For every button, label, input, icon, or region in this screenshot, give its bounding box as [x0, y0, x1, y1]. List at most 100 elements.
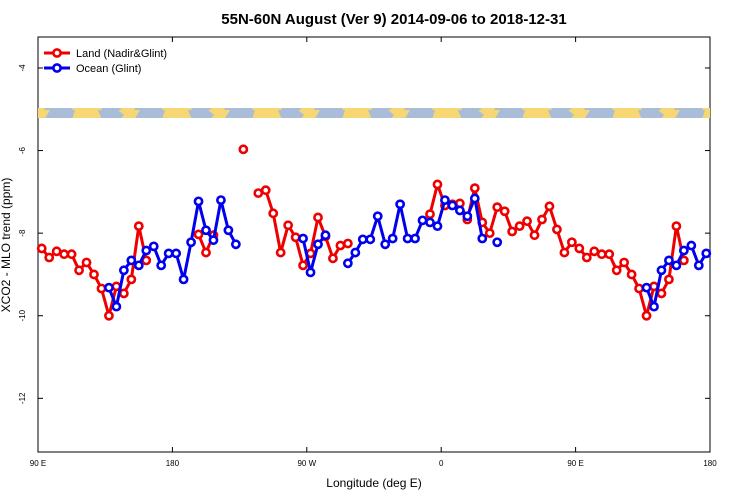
data-point	[552, 224, 562, 235]
data-point	[469, 193, 480, 204]
data-point	[589, 246, 600, 257]
data-point	[678, 245, 689, 256]
data-point	[566, 237, 577, 248]
data-point	[104, 310, 114, 321]
data-point	[380, 239, 391, 250]
data-point	[626, 269, 637, 280]
data-point	[298, 260, 308, 271]
data-point	[417, 215, 428, 226]
data-point	[118, 288, 129, 299]
data-point	[395, 199, 406, 210]
data-point	[283, 220, 294, 231]
data-point	[201, 247, 211, 258]
data-point	[462, 211, 473, 222]
y-tick-label: -12	[18, 392, 27, 404]
data-point	[59, 249, 70, 260]
legend-marker	[52, 48, 62, 58]
data-point	[656, 288, 667, 299]
data-point	[604, 249, 615, 260]
data-point	[44, 252, 55, 263]
data-point	[186, 237, 196, 248]
data-point	[163, 248, 174, 259]
series-line	[107, 196, 708, 309]
data-point	[454, 205, 465, 216]
data-point	[156, 260, 167, 271]
data-point	[201, 225, 211, 236]
data-point	[141, 245, 152, 256]
data-point	[492, 202, 503, 213]
data-point	[664, 274, 674, 285]
data-point	[686, 240, 697, 251]
data-point	[133, 221, 144, 232]
data-point	[581, 252, 592, 263]
data-point	[671, 221, 682, 232]
data-point	[499, 206, 510, 217]
data-point	[484, 228, 495, 239]
data-point	[268, 208, 279, 219]
y-tick-label: -8	[18, 229, 27, 237]
data-point	[223, 225, 234, 236]
data-point	[290, 232, 301, 243]
data-point	[432, 179, 443, 190]
data-point	[342, 258, 353, 269]
data-point	[320, 230, 331, 241]
data-point	[81, 257, 92, 268]
data-point	[649, 301, 659, 312]
data-point	[208, 235, 219, 246]
data-point	[701, 248, 712, 259]
data-point	[522, 216, 532, 227]
data-point	[559, 247, 570, 258]
y-axis-label: XCO2 - MLO trend (ppm)	[0, 178, 13, 313]
data-point	[365, 234, 376, 245]
data-point	[111, 301, 122, 312]
chart-title: 55N-60N August (Ver 9) 2014-09-06 to 201…	[221, 11, 566, 28]
data-point	[230, 239, 241, 250]
legend-label: Land (Nadir&Glint)	[76, 48, 167, 60]
data-point	[693, 260, 704, 271]
data-point	[611, 265, 622, 276]
data-point	[126, 274, 137, 285]
data-point	[574, 243, 585, 254]
x-axis-label: Longitude (deg E)	[326, 476, 421, 490]
data-point	[36, 243, 47, 254]
data-point	[193, 196, 204, 207]
x-tick-label: 90 W	[297, 459, 316, 468]
data-point	[537, 214, 547, 225]
data-point	[133, 260, 144, 271]
data-point	[387, 233, 398, 244]
data-point	[298, 233, 308, 244]
data-point	[469, 183, 480, 194]
data-point	[477, 233, 488, 244]
data-point	[118, 265, 129, 276]
series-line	[40, 182, 686, 318]
y-tick-label: -4	[18, 64, 27, 72]
x-tick-label: 0	[439, 459, 444, 468]
data-point	[425, 209, 435, 220]
data-point	[313, 212, 323, 223]
data-point	[66, 249, 77, 260]
data-point	[664, 255, 674, 266]
data-point	[641, 282, 652, 293]
data-point	[447, 200, 458, 211]
y-tick-label: -10	[18, 309, 27, 321]
data-point	[634, 283, 644, 294]
data-point	[350, 247, 361, 258]
data-point	[178, 274, 189, 285]
data-point	[148, 241, 159, 252]
data-point	[342, 238, 353, 249]
data-point	[216, 195, 226, 206]
data-point	[328, 253, 338, 264]
data-point	[402, 233, 413, 244]
data-point	[619, 257, 630, 268]
data-point	[425, 217, 435, 228]
data-point	[96, 283, 107, 294]
data-point	[193, 229, 204, 240]
data-point	[51, 246, 62, 257]
x-tick-label: 180	[166, 459, 180, 468]
data-point	[544, 201, 555, 212]
x-tick-label: 180	[703, 459, 717, 468]
data-point	[432, 221, 443, 232]
data-point	[507, 226, 518, 237]
data-point	[305, 267, 316, 278]
